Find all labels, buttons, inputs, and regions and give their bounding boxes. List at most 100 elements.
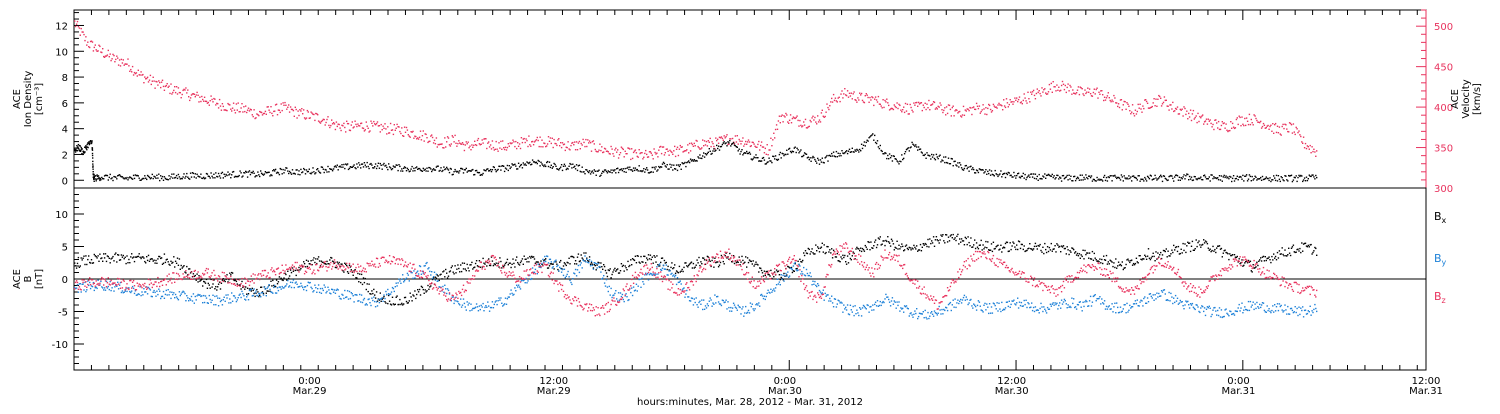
density-series-point bbox=[1139, 175, 1140, 176]
by-series-point bbox=[741, 308, 742, 309]
velocity-series-point bbox=[1048, 91, 1049, 92]
by-series-point bbox=[420, 266, 421, 267]
density-series-point bbox=[1106, 177, 1107, 178]
bx-series-point bbox=[159, 256, 160, 257]
velocity-series-point bbox=[476, 145, 477, 146]
bx-series-point bbox=[671, 262, 672, 263]
bx-series-point bbox=[1167, 251, 1168, 252]
by-series-point bbox=[730, 307, 731, 308]
velocity-series-point bbox=[961, 116, 962, 117]
velocity-series-point bbox=[605, 148, 606, 149]
bx-series-point bbox=[116, 261, 117, 262]
bx-series-point bbox=[298, 267, 299, 268]
by-series-point bbox=[700, 304, 701, 305]
velocity-series-point bbox=[909, 113, 910, 114]
velocity-series-point bbox=[873, 105, 874, 106]
by-series-point bbox=[305, 286, 306, 287]
by-series-point bbox=[711, 306, 712, 307]
velocity-series-point bbox=[399, 131, 400, 132]
by-series-point bbox=[710, 297, 711, 298]
velocity-series-point bbox=[1172, 102, 1173, 103]
top-left-tick-label: 2 bbox=[62, 150, 68, 161]
density-series-point bbox=[624, 171, 625, 172]
velocity-series-point bbox=[345, 131, 346, 132]
by-series-point bbox=[192, 300, 193, 301]
velocity-series-point bbox=[896, 107, 897, 108]
velocity-series-point bbox=[474, 141, 475, 142]
velocity-series-point bbox=[194, 94, 195, 95]
density-series-point bbox=[827, 160, 828, 161]
density-series-point bbox=[337, 165, 338, 166]
velocity-series-point bbox=[77, 21, 78, 22]
bx-series-point bbox=[1185, 252, 1186, 253]
velocity-series-point bbox=[1141, 112, 1142, 113]
velocity-series-point bbox=[1004, 105, 1005, 106]
velocity-series-point bbox=[673, 150, 674, 151]
bx-series-point bbox=[504, 264, 505, 265]
bx-series-point bbox=[1138, 262, 1139, 263]
bx-series-point bbox=[842, 255, 843, 256]
bx-series-point bbox=[1260, 257, 1261, 258]
velocity-series-point bbox=[293, 110, 294, 111]
top-right-axis-title: ACE bbox=[1450, 89, 1461, 109]
density-series-point bbox=[698, 157, 699, 158]
velocity-series-point bbox=[620, 152, 621, 153]
density-series-point bbox=[355, 168, 356, 169]
velocity-series-point bbox=[1054, 86, 1055, 87]
velocity-series-point bbox=[164, 90, 165, 91]
density-series-point bbox=[554, 164, 555, 165]
bx-series-point bbox=[951, 234, 952, 235]
velocity-series-point bbox=[705, 144, 706, 145]
bx-series-point bbox=[1312, 252, 1313, 253]
by-series-point bbox=[210, 299, 211, 300]
bx-series-point bbox=[173, 256, 174, 257]
density-series-point bbox=[175, 177, 176, 178]
by-series-point bbox=[347, 290, 348, 291]
by-series-point bbox=[747, 312, 748, 313]
bx-series-point bbox=[1136, 258, 1137, 259]
density-series-point bbox=[1171, 175, 1172, 176]
bx-series-point bbox=[590, 264, 591, 265]
bx-series-point bbox=[805, 250, 806, 251]
velocity-series-point bbox=[1179, 113, 1180, 114]
velocity-series-point bbox=[252, 114, 253, 115]
velocity-series-point bbox=[1176, 109, 1177, 110]
velocity-series-point bbox=[1026, 102, 1027, 103]
velocity-series-point bbox=[982, 109, 983, 110]
density-series-point bbox=[839, 153, 840, 154]
velocity-series-point bbox=[482, 139, 483, 140]
by-series-point bbox=[186, 295, 187, 296]
density-series-point bbox=[1177, 175, 1178, 176]
by-series-point bbox=[231, 292, 232, 293]
bx-series-point bbox=[978, 248, 979, 249]
density-series-point bbox=[91, 140, 92, 141]
density-series-point bbox=[159, 180, 160, 181]
bx-series-point bbox=[507, 259, 508, 260]
by-series-point bbox=[113, 290, 114, 291]
by-series-point bbox=[581, 262, 582, 263]
bx-series-point bbox=[517, 262, 518, 263]
velocity-series-point bbox=[325, 124, 326, 125]
velocity-series-point bbox=[630, 159, 631, 160]
density-series-point bbox=[327, 166, 328, 167]
velocity-series-point bbox=[546, 145, 547, 146]
bx-series-point bbox=[368, 284, 369, 285]
density-series-point bbox=[846, 150, 847, 151]
density-series-point bbox=[1295, 177, 1296, 178]
density-series-point bbox=[302, 171, 303, 172]
density-series-point bbox=[340, 167, 341, 168]
bx-series-point bbox=[948, 237, 949, 238]
density-series-point bbox=[994, 175, 995, 176]
by-series-point bbox=[344, 290, 345, 291]
density-series-point bbox=[877, 140, 878, 141]
bx-series-point bbox=[1041, 252, 1042, 253]
density-series-point bbox=[864, 141, 865, 142]
bx-series-point bbox=[596, 264, 597, 265]
by-series-point bbox=[505, 298, 506, 299]
density-series-point bbox=[1085, 174, 1086, 175]
bx-series-point bbox=[1101, 259, 1102, 260]
velocity-series-point bbox=[398, 126, 399, 127]
by-series-point bbox=[636, 284, 637, 285]
density-series-point bbox=[474, 174, 475, 175]
density-series-point bbox=[1041, 178, 1042, 179]
